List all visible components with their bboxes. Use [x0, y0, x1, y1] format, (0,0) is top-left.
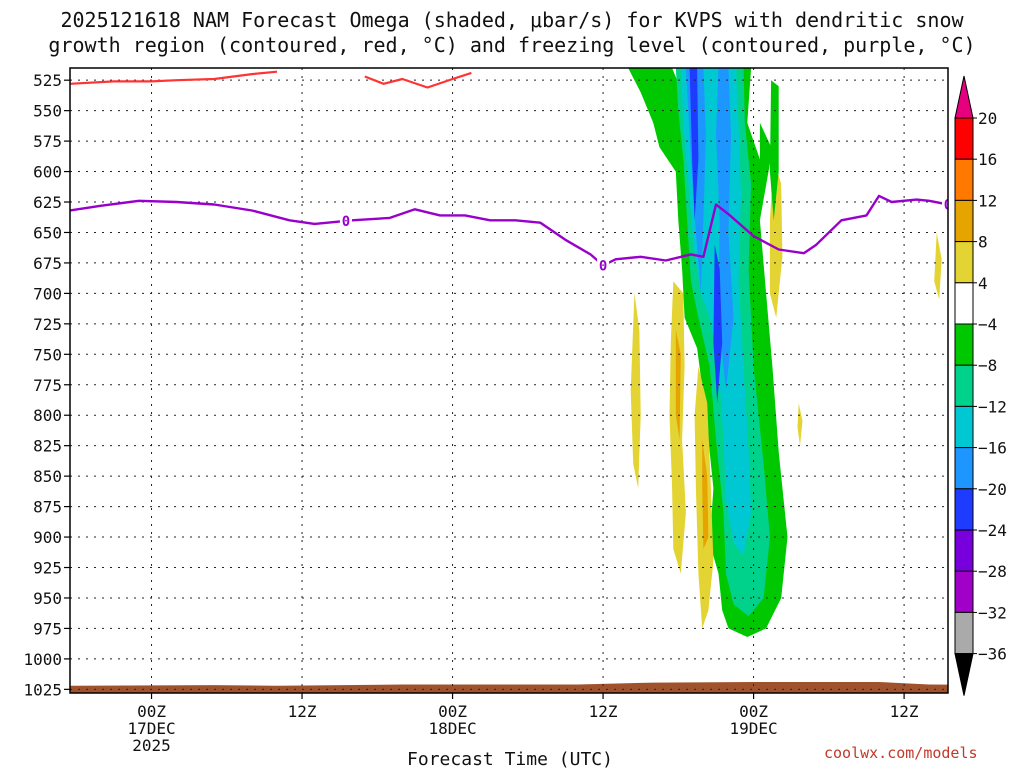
colorbar-label-5: 4 [978, 274, 988, 293]
colorbar-bin-12 [954, 570, 974, 613]
omega-region-15 [934, 232, 942, 300]
colorbar-label-13: −32 [978, 603, 1007, 622]
x-tick-label-48-1: 00Z [739, 702, 768, 721]
x-tick-label-36-1: 12Z [589, 702, 618, 721]
colorbar-bottom-arrow [954, 653, 974, 696]
y-tick-label-850: 850 [33, 467, 62, 486]
colorbar-bin-9 [954, 447, 974, 490]
x-tick-label-0-3: 2025 [132, 736, 171, 755]
omega-region-11 [702, 439, 709, 550]
y-tick-label-550: 550 [33, 102, 62, 121]
y-tick-label-925: 925 [33, 559, 62, 578]
y-tick-label-575: 575 [33, 132, 62, 151]
y-tick-label-825: 825 [33, 437, 62, 456]
colorbar-label-14: −36 [978, 645, 1007, 664]
x-tick-label-24-1: 00Z [438, 702, 467, 721]
y-tick-label-950: 950 [33, 589, 62, 608]
chart-title-line-1: 2025121618 NAM Forecast Omega (shaded, μ… [60, 8, 964, 32]
colorbar-bin-7 [954, 364, 974, 407]
y-tick-label-875: 875 [33, 498, 62, 517]
colorbar-label-6: −4 [978, 315, 997, 334]
freezing-level-label-1: 0 [342, 214, 350, 230]
colorbar-label-4: 8 [978, 233, 988, 252]
freezing-level-label-3: 0 [944, 197, 952, 213]
colorbar-label-8: −12 [978, 397, 1007, 416]
contour-layer: 0 0 0 [70, 70, 952, 274]
colorbar-label-9: −16 [978, 439, 1007, 458]
colorbar-bin-4 [954, 241, 974, 284]
y-tick-label-625: 625 [33, 193, 62, 212]
omega-region-16 [769, 80, 779, 221]
colorbar-label-3: 12 [978, 191, 997, 210]
y-tick-label-525: 525 [33, 71, 62, 90]
colorbar-label-2: 16 [978, 150, 997, 169]
colorbar-bin-3 [954, 199, 974, 243]
y-tick-label-775: 775 [33, 376, 62, 395]
omega-shading-layer [628, 68, 942, 637]
colorbar: 20 16 12 8 4 −4 −8 −12 −16 −20 −24 −28 −32 −36 [954, 75, 1007, 696]
colorbar-top-arrow [954, 75, 974, 119]
y-tick-label-1000: 1000 [23, 650, 62, 669]
y-tick-label-700: 700 [33, 284, 62, 303]
x-tick-label-24-2: 18DEC [428, 719, 476, 738]
x-tick-label-12-1: 12Z [288, 702, 317, 721]
colorbar-label-7: −8 [978, 356, 997, 375]
pressure-axis: 525 550 575 600 625 650 675 700 725 750 775 800 825 8… [23, 71, 70, 699]
x-tick-label-48-2: 19DEC [729, 719, 777, 738]
y-tick-label-1025: 1025 [23, 680, 62, 699]
grid-layer [70, 68, 948, 693]
ground-surface [70, 682, 948, 693]
x-tick-label-0-1: 00Z [137, 702, 166, 721]
y-tick-label-600: 600 [33, 163, 62, 182]
dgz-contour-left [70, 70, 278, 85]
dgz-contour-mid [364, 71, 472, 89]
colorbar-bin-6 [954, 323, 974, 366]
x-axis-title: Forecast Time (UTC) [407, 749, 613, 768]
freezing-level-line [70, 194, 948, 267]
time-axis: 00Z17DEC202512Z00Z18DEC12Z00Z19DEC12Z00Z… [127, 693, 919, 755]
colorbar-bin-11 [954, 529, 974, 572]
y-tick-label-750: 750 [33, 345, 62, 364]
ground-layer [70, 682, 948, 693]
colorbar-label-12: −28 [978, 562, 1007, 581]
x-tick-label-0-2: 17DEC [127, 719, 175, 738]
y-tick-label-800: 800 [33, 406, 62, 425]
omega-region-7 [713, 244, 723, 403]
colorbar-bin-8 [954, 405, 974, 449]
omega-region-12 [630, 293, 641, 489]
colorbar-bin-2 [954, 158, 974, 201]
y-tick-label-975: 975 [33, 619, 62, 638]
y-tick-label-650: 650 [33, 223, 62, 242]
y-tick-label-900: 900 [33, 528, 62, 547]
credit-text: coolwx.com/models [824, 744, 978, 762]
colorbar-bin-5 [954, 282, 974, 325]
chart-title-line-2: growth region (contoured, red, °C) and f… [48, 33, 976, 57]
plot-frame [69, 67, 949, 694]
colorbar-bin-13 [954, 611, 974, 655]
colorbar-bin-1 [954, 117, 974, 160]
x-tick-label-60-1: 12Z [890, 702, 919, 721]
omega-region-6 [689, 68, 699, 221]
colorbar-label-10: −20 [978, 480, 1007, 499]
colorbar-bin-10 [954, 488, 974, 531]
omega-region-14 [797, 403, 803, 446]
y-tick-label-725: 725 [33, 315, 62, 334]
freezing-level-label-2: 0 [599, 258, 607, 274]
colorbar-label-1: 20 [978, 109, 997, 128]
colorbar-label-11: −24 [978, 521, 1007, 540]
y-tick-label-675: 675 [33, 254, 62, 273]
